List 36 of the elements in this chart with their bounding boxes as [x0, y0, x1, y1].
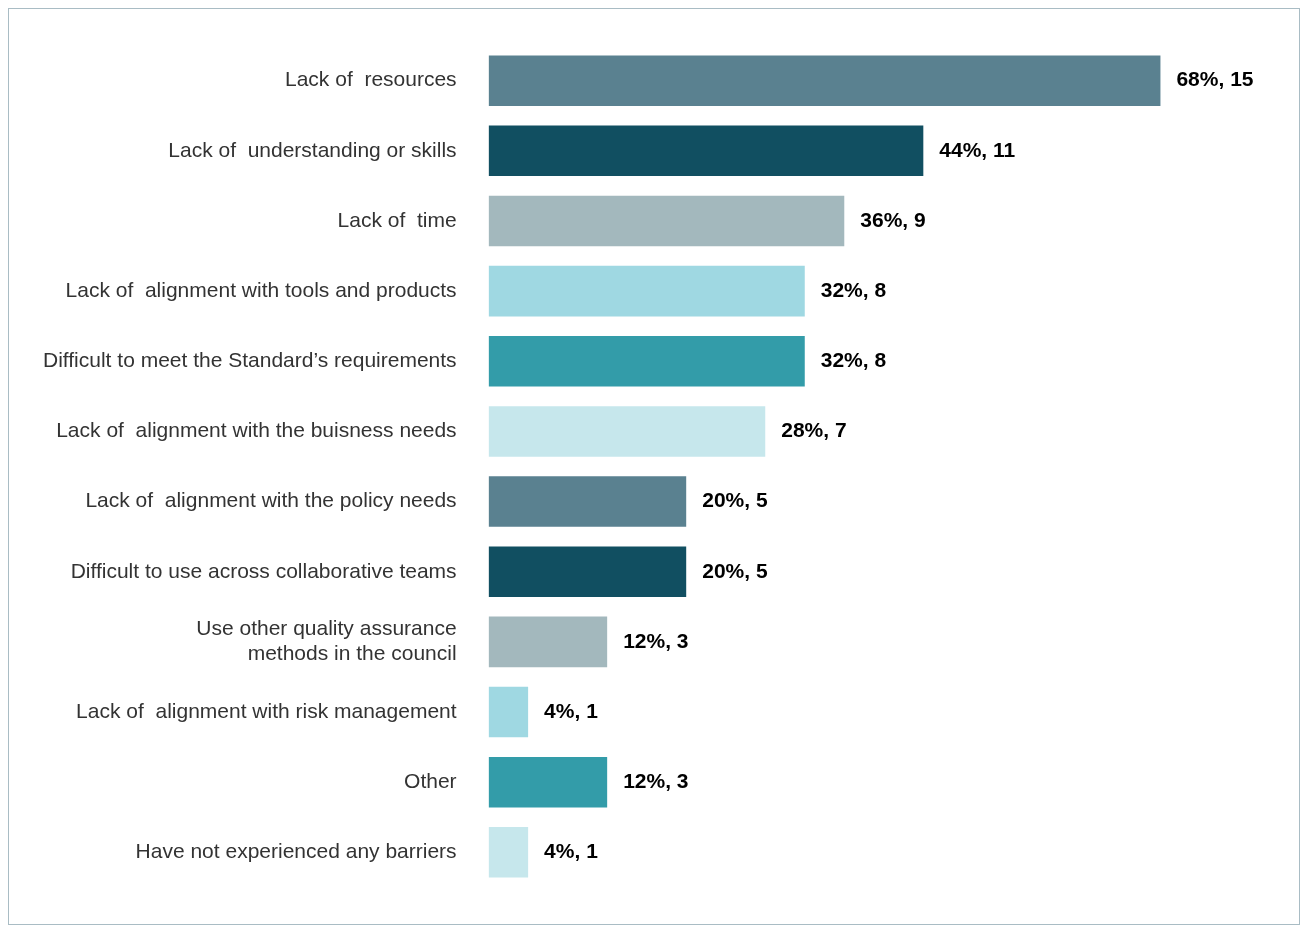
- y-tick-label: Lack of alignment with the buisness needs: [56, 418, 457, 442]
- data-label: 4%, 1: [544, 839, 599, 863]
- bar: [488, 756, 608, 808]
- y-tick-label: Other: [404, 768, 457, 792]
- data-label: 20%, 5: [702, 488, 768, 512]
- data-label: 68%, 15: [1176, 67, 1254, 91]
- data-label: 12%, 3: [623, 768, 689, 792]
- bar: [488, 195, 845, 247]
- y-tick-label: Difficult to use across collaborative teams: [70, 558, 457, 582]
- y-tick-label: Difficult to meet the Standard’s requirements: [42, 348, 457, 372]
- bar: [488, 406, 766, 457]
- y-tick-label: Lack of alignment with tools and products: [65, 277, 457, 301]
- bar: [488, 265, 805, 317]
- data-label: 20%, 5: [702, 558, 768, 582]
- data-label: 44%, 11: [939, 137, 1016, 161]
- y-tick-label: Lack of alignment with risk management: [76, 698, 457, 722]
- data-label: 32%, 8: [820, 277, 887, 301]
- bar: [488, 686, 529, 738]
- data-label: 32%, 8: [820, 348, 887, 372]
- bar: [488, 546, 687, 597]
- y-tick-label: Have not experienced any barriers: [135, 839, 457, 863]
- bar: [488, 336, 805, 387]
- bar: [488, 476, 687, 527]
- bar: [488, 125, 924, 177]
- y-tick-label: Lack of time: [337, 207, 457, 231]
- bar: [488, 616, 608, 668]
- data-label: 28%, 7: [781, 418, 847, 442]
- data-label: 4%, 1: [544, 698, 599, 722]
- data-label: 12%, 3: [623, 628, 689, 652]
- y-tick-label: Lack of resources: [285, 67, 457, 91]
- y-tick-label: Use other quality assurance methods in the council: [196, 616, 457, 665]
- y-tick-label: Lack of understanding or skills: [168, 137, 457, 161]
- bar: [488, 55, 1161, 106]
- y-tick-label: Lack of alignment with the policy needs: [85, 488, 457, 512]
- bar: [488, 827, 529, 878]
- data-label: 36%, 9: [860, 207, 926, 231]
